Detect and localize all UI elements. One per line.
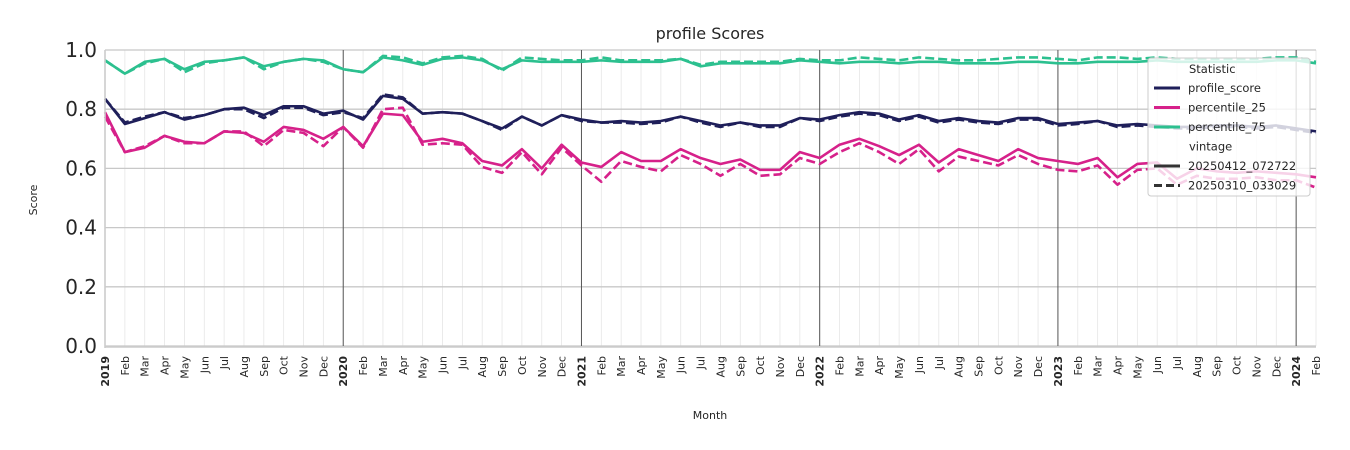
x-tick-label: Oct <box>754 355 767 375</box>
x-tick-label: Aug <box>476 356 489 377</box>
legend-vintage-title: vintage <box>1189 140 1232 154</box>
x-tick-label: May <box>417 356 430 379</box>
x-tick-label: 2024 <box>1290 356 1303 387</box>
x-tick-label: Nov <box>536 356 549 378</box>
series-line-percentile_75-solid <box>104 56 1317 75</box>
x-tick-label: 2019 <box>99 356 112 387</box>
x-tick-label: Apr <box>159 356 172 376</box>
x-tick-label: Oct <box>516 355 529 375</box>
series-line-percentile_25-dashed <box>103 106 1317 189</box>
x-tick-label: May <box>1131 356 1144 379</box>
legend: Statistic profile_score percentile_25perce… <box>1147 57 1311 197</box>
x-tick-label: Jul <box>933 356 946 370</box>
x-tick-label: Feb <box>1072 356 1085 375</box>
x-tick-label: Mar <box>1092 356 1105 377</box>
x-tick-label: Jul <box>695 356 708 370</box>
y-tick-label: 0.6 <box>65 156 97 180</box>
x-tick-label: Jul <box>218 356 231 370</box>
x-tick-label: May <box>893 356 906 379</box>
chart-title: profile Scores <box>656 24 765 43</box>
x-tick-label: Oct <box>992 355 1005 375</box>
x-tick-label: Dec <box>556 356 569 377</box>
x-tick-label: Feb <box>357 356 370 375</box>
x-tick-label: 2021 <box>575 356 588 387</box>
x-tick-label: Jun <box>436 356 449 374</box>
x-tick-label: Sep <box>734 356 747 377</box>
x-tick-label: Jul <box>1171 356 1184 370</box>
x-tick-label: Feb <box>1310 356 1323 375</box>
x-tick-label: Feb <box>834 356 847 375</box>
legend-label: 20250310_033029 <box>1188 179 1296 193</box>
y-tick-label: 0.0 <box>65 334 97 358</box>
series-line-profile_score-dashed <box>104 93 1317 135</box>
x-tick-label: Aug <box>714 356 727 377</box>
x-tick-label: May <box>655 356 668 379</box>
x-tick-label: Dec <box>317 356 330 377</box>
x-tick-label: 2023 <box>1052 356 1065 387</box>
x-tick-label: Jun <box>913 356 926 374</box>
x-tick-label: Dec <box>794 356 807 377</box>
legend-box <box>1147 57 1311 197</box>
x-tick-label: Nov <box>1250 356 1263 378</box>
x-tick-label: Jun <box>1151 356 1164 374</box>
x-tick-label: Jun <box>675 356 688 374</box>
x-tick-label: Aug <box>953 356 966 377</box>
x-tick-label: Dec <box>1270 356 1283 377</box>
x-tick-label: Nov <box>774 356 787 378</box>
y-axis-label: Score <box>27 184 40 215</box>
x-tick-label: Sep <box>496 356 509 377</box>
x-tick-label: Feb <box>119 356 132 375</box>
y-tick-label: 0.2 <box>65 275 97 299</box>
x-tick-label: Nov <box>1012 356 1025 378</box>
x-tick-label: Apr <box>873 356 886 376</box>
x-tick-label: 2020 <box>337 356 350 387</box>
series-layer <box>103 54 1317 189</box>
x-tick-label: 2022 <box>814 356 827 387</box>
legend-label: percentile_75 <box>1188 120 1266 134</box>
x-tick-label: Aug <box>1191 356 1204 377</box>
legend-label: profile_score <box>1188 81 1261 95</box>
x-tick-label: Nov <box>298 356 311 378</box>
x-tick-label: Mar <box>377 356 390 377</box>
x-tick-label: Sep <box>1211 356 1224 377</box>
x-tick-label: Oct <box>1231 355 1244 375</box>
x-tick-label: Sep <box>258 356 271 377</box>
legend-label: 20250412_072722 <box>1188 159 1296 173</box>
grid <box>104 49 1317 347</box>
x-tick-label: Aug <box>238 356 251 377</box>
x-tick-label: Apr <box>635 356 648 376</box>
legend-statistic-title: Statistic <box>1189 62 1236 76</box>
x-tick-label: Mar <box>615 356 628 377</box>
x-tick-label: Sep <box>973 356 986 377</box>
x-tick-label: Feb <box>595 356 608 375</box>
series-line-percentile_75-dashed <box>104 54 1317 75</box>
y-tick-label: 0.8 <box>65 97 97 121</box>
x-tick-label: Oct <box>278 355 291 375</box>
axes: 0.0 0.2 0.4 0.6 0.8 1.0 2019 Feb Mar Apr May Jun Jul… <box>65 38 1323 387</box>
y-tick-label: 0.4 <box>65 216 97 240</box>
x-tick-label: May <box>178 356 191 379</box>
x-tick-label: Jul <box>456 356 469 370</box>
x-tick-label: Dec <box>1032 356 1045 377</box>
x-axis-label: Month <box>693 409 728 422</box>
x-tick-label: Jun <box>198 356 211 374</box>
x-tick-label: Mar <box>853 356 866 377</box>
x-tick-label: Apr <box>1111 356 1124 376</box>
series-line-percentile_25-solid <box>103 111 1317 181</box>
y-tick-label: 1.0 <box>65 38 97 62</box>
x-tick-label: Mar <box>139 356 152 377</box>
legend-label: percentile_25 <box>1188 101 1266 115</box>
x-tick-label: Apr <box>397 356 410 376</box>
